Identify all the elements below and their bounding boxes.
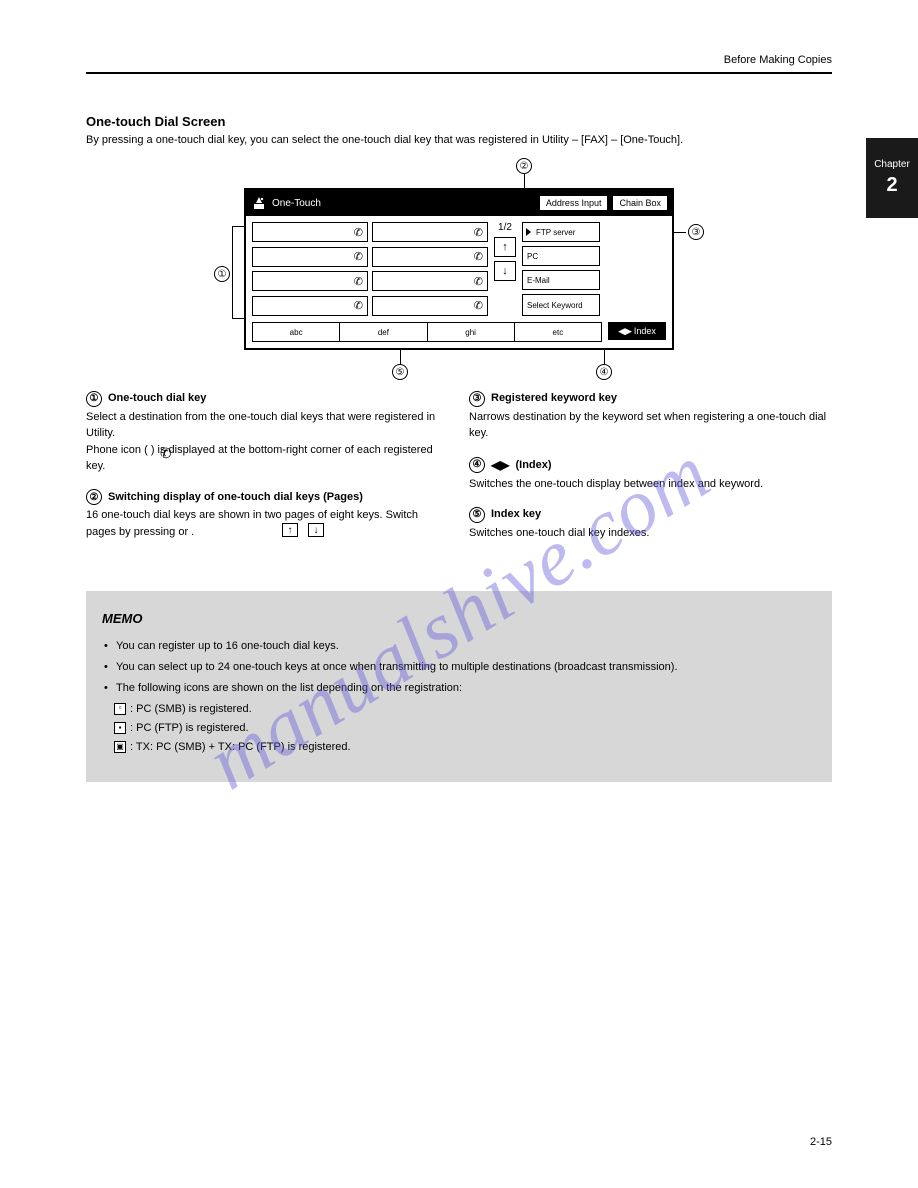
index-row: abc def ghi etc [252, 322, 602, 342]
triangle-left-right-icon: ◀▶ [491, 456, 509, 474]
phone-icon: ✆ [354, 275, 363, 288]
one-touch-key[interactable]: ✆ [372, 296, 488, 316]
screen-illustration: ② ① ③ ④ ⑤ [244, 158, 674, 350]
phone-icon: ✆ [354, 299, 363, 312]
pc-ftp-icon: ▪ [114, 722, 126, 734]
index-key[interactable]: etc [515, 323, 601, 341]
keyword-key[interactable]: PC [522, 246, 600, 266]
callout-4: ④ [596, 364, 612, 380]
chain-box-button[interactable]: Chain Box [612, 195, 668, 211]
select-keyword-button[interactable]: Select Keyword [522, 294, 600, 316]
memo-item: The following icons are shown on the lis… [102, 680, 816, 697]
phone-icon: ✆ [354, 226, 363, 239]
triangle-left-right-icon: ◀▶ [618, 326, 632, 337]
onetouch-icon [250, 194, 268, 212]
memo-icon-row: ▫ : PC (SMB) is registered. [102, 701, 816, 718]
page-number: 2-15 [810, 1136, 832, 1148]
callout-3: ③ [688, 224, 704, 240]
pc-both-icon: ▣ [114, 741, 126, 753]
index-toggle-button[interactable]: ◀▶ Index [608, 322, 666, 340]
screen-header: One-Touch Address Input Chain Box [246, 190, 672, 216]
phone-icon: ✆ [474, 226, 483, 239]
memo-item: You can select up to 24 one-touch keys a… [102, 659, 816, 676]
section-title: One-touch Dial Screen [86, 114, 832, 129]
keyword-key[interactable]: E-Mail [522, 270, 600, 290]
one-touch-key[interactable]: ✆ [252, 247, 368, 267]
memo-box: MEMO You can register up to 16 one-touch… [86, 591, 832, 781]
memo-icon-row: ▪ : PC (FTP) is registered. [102, 720, 816, 737]
keyword-column: FTP server PC E-Mail Select Keyword [522, 222, 600, 316]
phone-icon: ✆ [160, 443, 172, 464]
address-input-button[interactable]: Address Input [539, 195, 609, 211]
one-touch-key[interactable]: ✆ [252, 296, 368, 316]
page-up-button[interactable]: ↑ [494, 237, 516, 257]
pager: 1/2 ↑ ↓ [494, 222, 516, 316]
callout-1: ① [214, 266, 230, 282]
index-key[interactable]: abc [253, 323, 340, 341]
chapter-tab: Chapter 2 [866, 138, 918, 218]
phone-icon: ✆ [474, 275, 483, 288]
one-touch-key[interactable]: ✆ [372, 222, 488, 242]
one-touch-key[interactable]: ✆ [252, 271, 368, 291]
section-desc: By pressing a one-touch dial key, you ca… [86, 133, 832, 148]
memo-icon-row: ▣ : TX: PC (SMB) + TX: PC (FTP) is regis… [102, 739, 816, 756]
pc-smb-icon: ▫ [114, 703, 126, 715]
device-screen: One-Touch Address Input Chain Box ✆ ✆ ✆ … [244, 188, 674, 350]
memo-title: MEMO [102, 609, 816, 629]
one-touch-grid: ✆ ✆ ✆ ✆ ✆ ✆ ✆ ✆ [252, 222, 488, 316]
phone-icon: ✆ [474, 250, 483, 263]
phone-icon: ✆ [354, 250, 363, 263]
index-key[interactable]: def [340, 323, 427, 341]
one-touch-key[interactable]: ✆ [372, 271, 488, 291]
one-touch-key[interactable]: ✆ [372, 247, 488, 267]
page-down-button[interactable]: ↓ [494, 261, 516, 281]
callout-2: ② [516, 158, 532, 174]
callout-5: ⑤ [392, 364, 408, 380]
up-arrow-icon: ↑ [282, 523, 298, 537]
rule [86, 72, 832, 74]
down-arrow-icon: ↓ [308, 523, 324, 537]
phone-icon: ✆ [474, 299, 483, 312]
page-indicator: 1/2 [498, 222, 512, 233]
keyword-key[interactable]: FTP server [522, 222, 600, 242]
index-key[interactable]: ghi [428, 323, 515, 341]
one-touch-key[interactable]: ✆ [252, 222, 368, 242]
section-path: Before Making Copies [724, 54, 832, 66]
memo-item: You can register up to 16 one-touch dial… [102, 638, 816, 655]
explanation: ①One-touch dial key Select a destination… [86, 390, 832, 555]
